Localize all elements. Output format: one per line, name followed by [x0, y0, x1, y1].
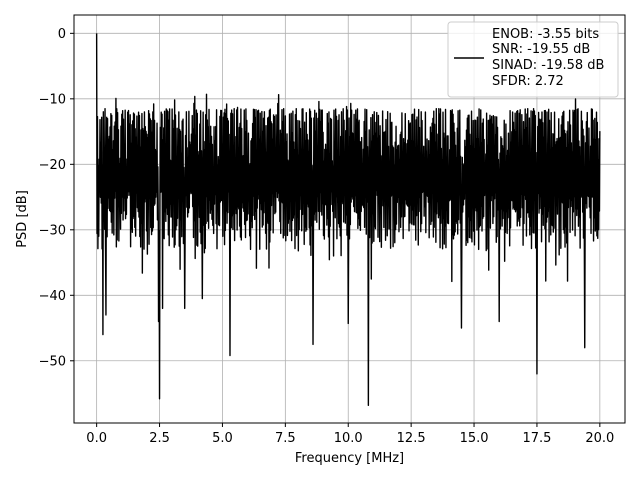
legend-enob: ENOB: -3.55 bits: [492, 27, 599, 42]
x-tick-label: 5.0: [212, 431, 233, 446]
legend-sfdr: SFDR: 2.72: [492, 74, 564, 89]
y-tick-label: 0: [58, 27, 66, 42]
y-tick-label: −40: [39, 289, 66, 304]
y-tick-label: −20: [39, 158, 66, 173]
legend-snr: SNR: -19.55 dB: [492, 42, 590, 57]
x-axis: 0.0 2.5 5.0 7.5 10.0 12.5 15.0 17.5 20.0: [86, 423, 614, 446]
x-tick-label: 20.0: [585, 431, 614, 446]
y-tick-label: −50: [39, 354, 66, 369]
x-tick-label: 0.0: [86, 431, 107, 446]
x-tick-label: 15.0: [460, 431, 489, 446]
x-tick-label: 10.0: [334, 431, 363, 446]
y-axis-label: PSD [dB]: [15, 190, 30, 248]
y-tick-label: −10: [39, 92, 66, 107]
series-group: [95, 33, 601, 407]
legend: ENOB: -3.55 bits SNR: -19.55 dB SINAD: -…: [447, 21, 619, 98]
y-axis: 0 −10 −20 −30 −40 −50: [39, 27, 74, 369]
x-axis-label: Frequency [MHz]: [295, 451, 404, 466]
y-tick-label: −30: [39, 223, 66, 238]
legend-box: [447, 21, 619, 98]
x-tick-label: 2.5: [149, 431, 170, 446]
x-tick-label: 12.5: [397, 431, 426, 446]
x-tick-label: 7.5: [275, 431, 296, 446]
psd-series-line: [95, 33, 601, 407]
x-tick-label: 17.5: [522, 431, 551, 446]
legend-sinad: SINAD: -19.58 dB: [492, 58, 604, 73]
plot-frame: [73, 14, 626, 424]
